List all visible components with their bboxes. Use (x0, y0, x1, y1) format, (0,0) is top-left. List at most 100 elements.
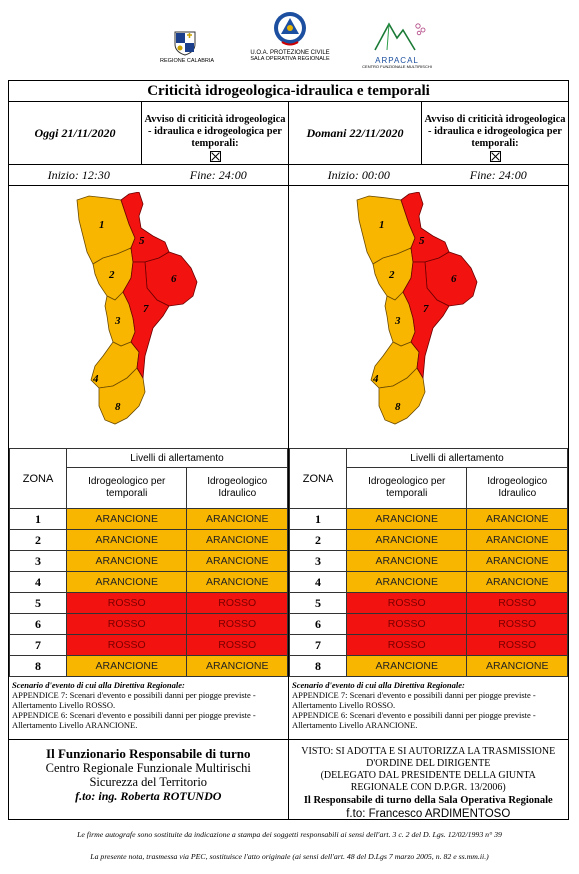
level-cell: ROSSO (186, 613, 288, 635)
zone-number: 2 (9, 529, 67, 551)
level-cell: ARANCIONE (466, 571, 568, 593)
map-label-3: 3 (114, 315, 121, 327)
footer-note-1: Le firme autografe sono sostituite da in… (77, 830, 502, 839)
zone-number: 2 (289, 529, 347, 551)
sig-left-office: Centro Regionale Funzionale Multirischi (45, 761, 251, 775)
sig-left-role: Il Funzionario Responsabile di turno (46, 746, 251, 761)
day-date: Oggi 21/11/2020 (9, 102, 142, 164)
regione-calabria-logo: REGIONE CALABRIA (160, 30, 214, 64)
zone-number: 4 (9, 571, 67, 593)
level-cell: ROSSO (65, 634, 188, 656)
zones-map: 1 2 3 4 5 6 7 8 (9, 186, 288, 448)
scenario-heading: Scenario d'evento di cui alla Direttiva … (12, 680, 185, 690)
level-cell: ARANCIONE (466, 550, 568, 572)
level-cell: ARANCIONE (345, 508, 468, 530)
level-cell: ROSSO (186, 592, 288, 614)
level-cell: ROSSO (65, 592, 188, 614)
end-time: Fine: 24:00 (189, 168, 247, 182)
level-cell: ROSSO (186, 634, 288, 656)
map-label-3: 3 (394, 315, 401, 327)
calabria-map: 1 2 3 4 5 6 7 8 (76, 192, 198, 425)
logo-center-label-2: SALA OPERATIVA REGIONALE (250, 56, 330, 62)
avviso-checkbox (209, 151, 221, 162)
zone-number: 5 (289, 592, 347, 614)
start-time: Inizio: 00:00 (327, 168, 390, 182)
day-column-tomorrow: Domani 22/11/2020 Avviso di criticità id… (289, 102, 568, 738)
sig-right-line-1: VISTO: SI ADOTTA E SI AUTORIZZA LA TRASM… (301, 746, 556, 757)
bulletin-frame: Criticità idrogeologica-idraulica e temp… (8, 80, 569, 740)
col-temporali-header: Idrogeologico per temporali (65, 467, 188, 509)
bulletin-title: Criticità idrogeologica-idraulica e temp… (9, 81, 568, 102)
table-row: 8 ARANCIONE ARANCIONE (289, 655, 568, 677)
zone-number: 3 (9, 550, 67, 572)
protezione-civile-emblem-icon (274, 12, 306, 46)
day-date: Domani 22/11/2020 (289, 102, 422, 164)
map-zone-8 (98, 367, 146, 425)
table-row: 7 ROSSO ROSSO (289, 634, 568, 656)
level-cell: ARANCIONE (186, 655, 288, 677)
sig-right-line-4: REGIONALE CON D.P.GR. 13/2006) (350, 782, 506, 793)
table-row: 1 ARANCIONE ARANCIONE (289, 508, 568, 530)
level-cell: ARANCIONE (345, 529, 468, 551)
level-cell: ARANCIONE (466, 508, 568, 530)
level-cell: ARANCIONE (466, 655, 568, 677)
zone-number: 5 (9, 592, 67, 614)
level-cell: ARANCIONE (65, 655, 188, 677)
map-label-8: 8 (115, 401, 121, 413)
zona-header: ZONA (289, 448, 347, 509)
level-cell: ARANCIONE (345, 550, 468, 572)
scenario-heading: Scenario d'evento di cui alla Direttiva … (292, 680, 465, 690)
level-cell: ROSSO (345, 634, 468, 656)
table-row: 6 ROSSO ROSSO (9, 613, 288, 635)
table-row: 4 ARANCIONE ARANCIONE (9, 571, 288, 593)
start-time: Inizio: 12:30 (47, 168, 110, 182)
table-row: 5 ROSSO ROSSO (289, 592, 568, 614)
logo-right-label: ARPACAL (375, 56, 419, 65)
protezione-civile-logo: U.O.A. PROTEZIONE CIVILE SALA OPERATIVA … (245, 10, 335, 62)
map-label-5: 5 (419, 235, 425, 247)
alert-levels-table: ZONA Livelli di allertamento Idrogeologi… (9, 448, 288, 677)
level-cell: ROSSO (345, 592, 468, 614)
table-row: 2 ARANCIONE ARANCIONE (9, 529, 288, 551)
table-row: 2 ARANCIONE ARANCIONE (289, 529, 568, 551)
level-cell: ARANCIONE (345, 655, 468, 677)
col-idraulico-header: Idrogeologico Idraulico (186, 467, 288, 509)
sig-left-name: f.to: ing. Roberta ROTUNDO (75, 789, 222, 803)
map-label-2: 2 (108, 269, 115, 281)
level-cell: ARANCIONE (345, 571, 468, 593)
zone-number: 7 (9, 634, 67, 656)
map-label-4: 4 (92, 373, 99, 385)
arpacal-mountain-icon (374, 22, 426, 51)
level-cell: ROSSO (466, 613, 568, 635)
zone-number: 8 (9, 655, 67, 677)
signature-left: Il Funzionario Responsabile di turno Cen… (9, 738, 289, 819)
map-zone-7 (122, 261, 170, 380)
avviso-box: Avviso di criticità idrogeologica - idra… (422, 102, 568, 164)
zone-number: 6 (9, 613, 67, 635)
signature-right: VISTO: SI ADOTTA E SI AUTORIZZA LA TRASM… (289, 738, 569, 820)
map-label-2: 2 (388, 269, 395, 281)
scenario-line-2: APPENDICE 6: Scenari d'evento e possibil… (292, 710, 536, 730)
col-idraulico-header: Idrogeologico Idraulico (466, 467, 568, 509)
table-row: 7 ROSSO ROSSO (9, 634, 288, 656)
sig-left-dept: Sicurezza del Territorio (89, 775, 208, 789)
level-cell: ARANCIONE (186, 571, 288, 593)
level-cell: ARANCIONE (466, 529, 568, 551)
map-label-1: 1 (99, 219, 105, 231)
signatures: Il Funzionario Responsabile di turno Cen… (8, 738, 569, 820)
map-label-7: 7 (143, 303, 149, 315)
map-label-5: 5 (139, 235, 145, 247)
avviso-box: Avviso di criticità idrogeologica - idra… (142, 102, 288, 164)
zona-header: ZONA (9, 448, 67, 509)
map-label-6: 6 (171, 273, 177, 285)
zone-number: 4 (289, 571, 347, 593)
sig-right-line-2: D'ORDINE DEL DIRIGENTE (366, 758, 491, 769)
level-cell: ROSSO (65, 613, 188, 635)
level-cell: ARANCIONE (186, 550, 288, 572)
map-zone-8 (378, 367, 426, 425)
arpacal-logo: ARPACAL CENTRO FUNZIONALE MULTIRISCHI (357, 16, 437, 70)
scenario-note: Scenario d'evento di cui alla Direttiva … (289, 677, 568, 730)
level-cell: ARANCIONE (65, 550, 188, 572)
zone-number: 3 (289, 550, 347, 572)
avviso-text: Avviso di criticità idrogeologica - idra… (424, 114, 566, 149)
